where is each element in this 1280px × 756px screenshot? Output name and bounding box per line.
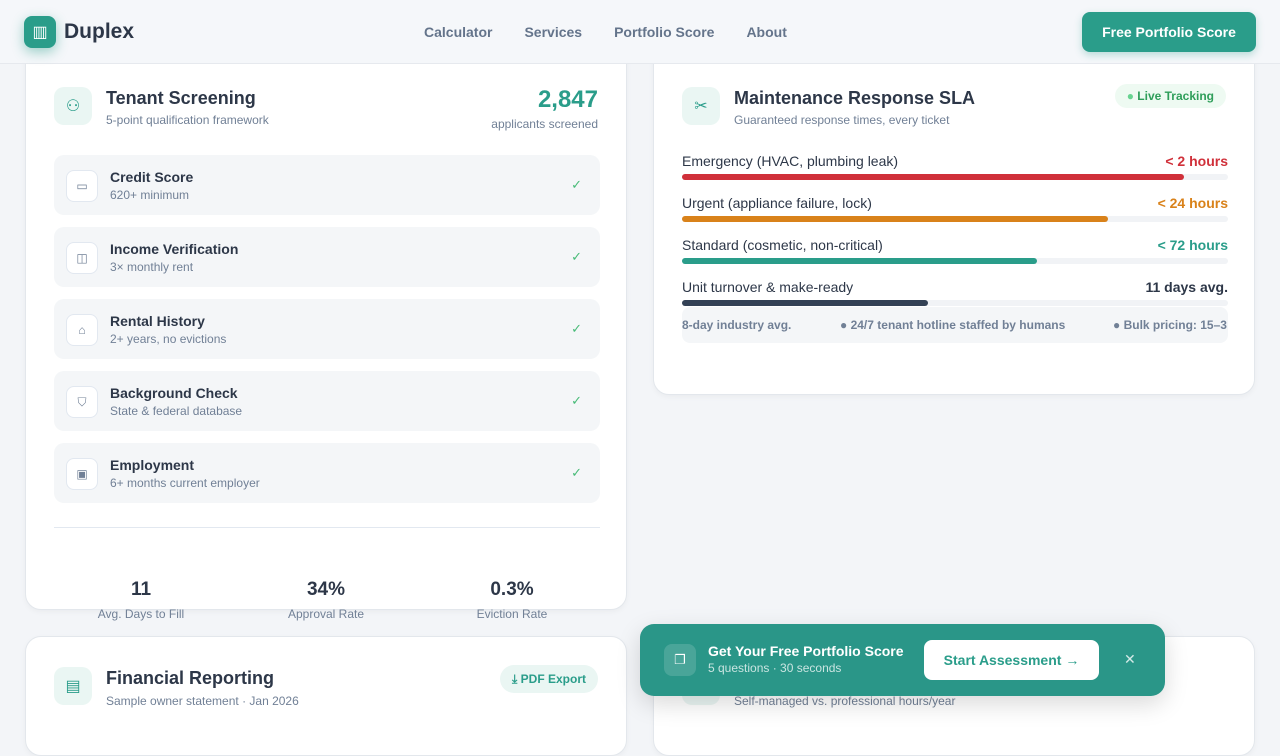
home-icon: ⌂ [66, 314, 98, 346]
nav-link-portfolio-score[interactable]: Portfolio Score [614, 24, 715, 40]
check-icon: ✓ [571, 177, 582, 192]
sla-label: Emergency (HVAC, plumbing leak) [682, 153, 899, 169]
nav-link-services[interactable]: Services [524, 24, 583, 40]
sla-progress-fill [682, 300, 928, 306]
sla-progress-fill [682, 258, 1037, 264]
stat-eviction-rate: 0.3% Eviction Rate [476, 579, 548, 621]
nav-link-about[interactable]: About [746, 24, 787, 40]
sla-footer: 8-day industry avg. ● 24/7 tenant hotlin… [682, 307, 1228, 343]
check-icon: ✓ [571, 465, 582, 480]
credit-card-icon: ▭ [66, 170, 98, 202]
sla-value: < 72 hours [1157, 237, 1228, 253]
sla-label: Urgent (appliance failure, lock) [682, 195, 872, 211]
sla-progress-track [682, 216, 1228, 222]
criterion-item: ⌂ Rental History 2+ years, no evictions ✓ [54, 299, 600, 359]
cash-icon: ◫ [66, 242, 98, 274]
briefcase-icon: ▣ [66, 458, 98, 490]
criterion-title: Rental History [110, 313, 205, 329]
check-icon: ✓ [571, 393, 582, 408]
criterion-title: Employment [110, 457, 195, 473]
sla-progress-fill [682, 174, 1185, 180]
clipboard-check-icon: ❐ [664, 644, 696, 676]
criterion-title: Income Verification [110, 241, 239, 257]
close-icon[interactable]: ✕ [1124, 651, 1136, 667]
card-title: Maintenance Response SLA [734, 88, 976, 108]
stat-approval-rate: 34% Approval Rate [287, 579, 365, 621]
building-logo-icon[interactable]: ▥ [24, 16, 56, 48]
sla-progress-track [682, 258, 1228, 264]
criterion-desc: 620+ minimum [110, 188, 190, 202]
criterion-desc: 2+ years, no evictions [110, 332, 227, 346]
toast-subtitle: 5 questions · 30 seconds [708, 661, 842, 675]
criterion-item: ◫ Income Verification 3× monthly rent ✓ [54, 227, 600, 287]
criterion-item: ⛉ Background Check State & federal databas… [54, 371, 600, 431]
tools-icon: ✂ [682, 87, 720, 125]
sla-progress-fill [682, 216, 1108, 222]
brand-name[interactable]: Duplex [64, 20, 135, 43]
criterion-desc: 3× monthly rent [110, 260, 194, 274]
card-subtitle: 5-point qualification framework [106, 113, 269, 127]
toast-title: Get Your Free Portfolio Score [708, 643, 904, 659]
sla-label: Standard (cosmetic, non-critical) [682, 237, 883, 253]
check-icon: ✓ [571, 321, 582, 336]
top-nav: ▥ Duplex Calculator Services Portfolio S… [0, 0, 1280, 64]
sla-progress-track [682, 174, 1228, 180]
card-subtitle: Self-managed vs. professional hours/year [734, 694, 956, 708]
document-icon: ▤ [54, 667, 92, 705]
card-title: Financial Reporting [106, 668, 275, 688]
applicants-count: 2,847 [537, 86, 598, 113]
criterion-title: Credit Score [110, 169, 194, 185]
sla-value: < 24 hours [1157, 195, 1228, 211]
free-portfolio-score-button[interactable]: Free Portfolio Score [1082, 12, 1256, 52]
applicants-label: applicants screened [491, 117, 598, 131]
users-icon: ⚇ [54, 87, 92, 125]
sla-progress-track [682, 300, 1228, 306]
card-subtitle: Sample owner statement · Jan 2026 [106, 694, 299, 708]
check-icon: ✓ [571, 249, 582, 264]
card-subtitle: Guaranteed response times, every ticket [734, 113, 950, 127]
sla-value: < 2 hours [1165, 153, 1228, 169]
live-tracking-badge: ● Live Tracking [1114, 84, 1226, 108]
financial-reporting-card: ▤ Financial Reporting Sample owner state… [25, 636, 627, 756]
criterion-item: ▭ Credit Score 620+ minimum ✓ [54, 155, 600, 215]
maintenance-sla-card: ✂ Maintenance Response SLA Guaranteed re… [653, 40, 1255, 395]
criterion-desc: State & federal database [110, 404, 243, 418]
divider [54, 527, 600, 528]
criterion-item: ▣ Employment 6+ months current employer ✓ [54, 443, 600, 503]
criterion-title: Background Check [110, 385, 238, 401]
nav-link-calculator[interactable]: Calculator [424, 24, 493, 40]
shield-icon: ⛉ [66, 386, 98, 418]
stat-days-to-fill: 11 Avg. Days to Fill [97, 579, 185, 621]
criterion-desc: 6+ months current employer [110, 476, 260, 490]
tenant-screening-card: ⚇ Tenant Screening 5-point qualification… [25, 40, 627, 621]
start-assessment-button[interactable]: Start Assessment → [924, 640, 1099, 680]
sla-label: Unit turnover & make-ready [682, 279, 854, 295]
card-title: Tenant Screening [106, 88, 256, 108]
portfolio-score-toast: ❐ Get Your Free Portfolio Score 5 questi… [640, 624, 1165, 696]
sla-value: 11 days avg. [1145, 279, 1228, 295]
pdf-export-button[interactable]: ⤓ PDF Export [500, 665, 598, 693]
